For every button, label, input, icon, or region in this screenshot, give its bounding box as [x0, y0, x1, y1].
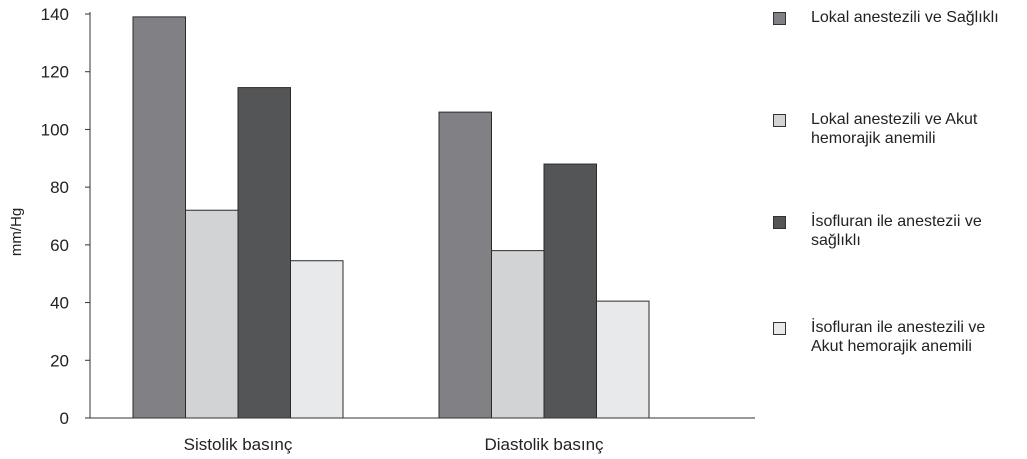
y-tick-label: 60 — [50, 236, 69, 255]
legend-swatch — [773, 114, 786, 127]
legend-item-isofluran-saglikli: İsofluran ile anestezii ve sağlıklı — [773, 212, 982, 250]
bars — [132, 16, 650, 419]
legend-label: Lokal anestezili ve Sağlıklı — [811, 9, 999, 26]
bar — [596, 300, 650, 419]
legend-item-lokal-saglikli: Lokal anestezili ve Sağlıklı — [773, 8, 999, 27]
y-tick-label: 40 — [50, 294, 69, 313]
y-tick-label: 140 — [41, 5, 69, 24]
bar — [290, 260, 344, 419]
bar — [237, 87, 291, 419]
x-axis: Sistolik basınç Diastolik basınç — [90, 417, 755, 454]
y-axis: 0 20 40 60 80 100 120 140 — [41, 5, 91, 428]
bar — [132, 16, 186, 419]
bar-chart: mm/Hg 0 20 40 60 80 100 120 140 Sistolik basınç… — [8, 5, 755, 454]
legend-swatch — [773, 322, 786, 335]
legend-label: Lokal anestezili ve Akut hemorajik anemi… — [811, 111, 978, 147]
x-category-label: Sistolik basınç — [184, 435, 293, 454]
y-tick-label: 100 — [41, 120, 69, 139]
y-tick-label: 0 — [60, 409, 69, 428]
legend-item-lokal-anemili: Lokal anestezili ve Akut hemorajik anemi… — [773, 110, 977, 148]
y-tick-label: 80 — [50, 178, 69, 197]
legend-label: İsofluran ile anestezili ve Akut hemoraj… — [811, 319, 986, 355]
bar — [491, 250, 545, 419]
legend-label: İsofluran ile anestezii ve sağlıklı — [811, 213, 982, 249]
bar — [185, 209, 239, 419]
legend-swatch — [773, 216, 786, 229]
y-axis-label: mm/Hg — [8, 208, 25, 256]
legend-swatch — [773, 12, 786, 25]
bar — [438, 111, 492, 419]
bar — [543, 163, 597, 419]
y-tick-label: 20 — [50, 351, 69, 370]
legend-item-isofluran-anemili: İsofluran ile anestezili ve Akut hemoraj… — [773, 318, 985, 356]
x-category-label: Diastolik basınç — [484, 435, 604, 454]
y-tick-label: 120 — [41, 63, 69, 82]
